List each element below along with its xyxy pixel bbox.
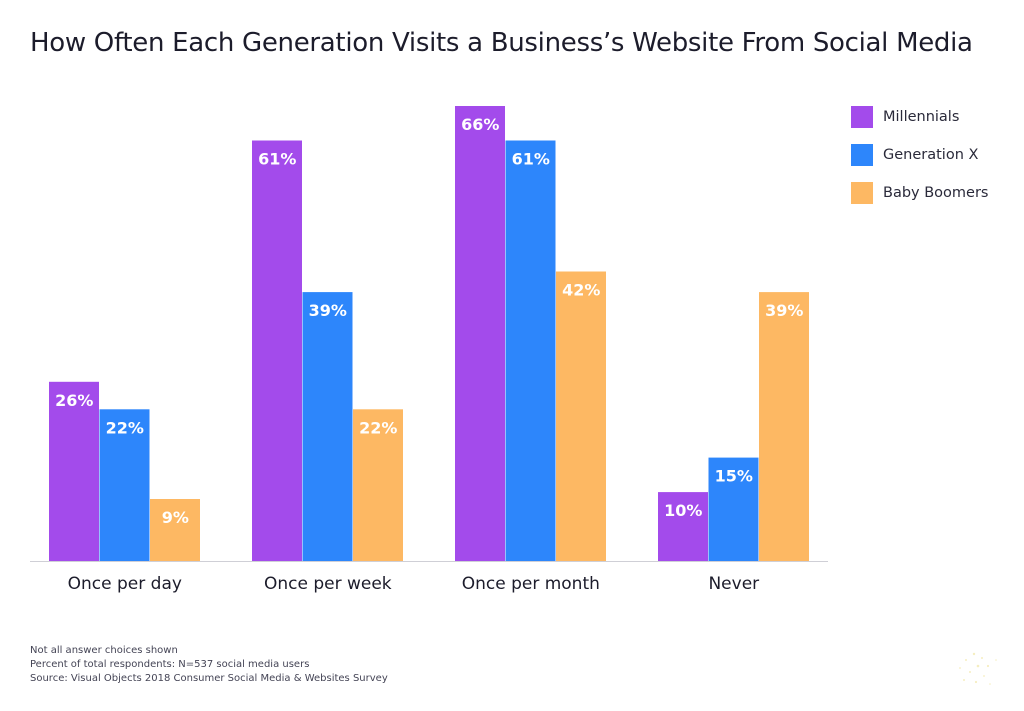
x-tick-label-once-per-week: Once per week <box>264 574 392 594</box>
value-label-generation-x-never: 15% <box>715 467 753 486</box>
value-label-generation-x-once-per-day: 22% <box>106 418 144 437</box>
value-label-baby-boomers-once-per-month: 42% <box>562 281 600 300</box>
footnotes: Not all answer choices shown Percent of … <box>30 644 388 686</box>
footnote-respondents: Percent of total respondents: N=537 soci… <box>30 659 310 670</box>
bars-layer <box>49 106 809 561</box>
bar-generation-x-once-per-month <box>505 140 556 561</box>
legend-label-generation-x: Generation X <box>883 147 979 163</box>
value-label-generation-x-once-per-month: 61% <box>512 150 550 169</box>
bar-millennials-once-per-month <box>455 106 505 561</box>
legend-label-baby-boomers: Baby Boomers <box>883 185 989 201</box>
x-tick-label-once-per-day: Once per day <box>68 574 182 594</box>
legend-swatch-baby-boomers <box>851 182 873 204</box>
footnote-answer-choices: Not all answer choices shown <box>30 645 178 656</box>
value-label-baby-boomers-once-per-week: 22% <box>359 418 397 437</box>
legend-label-millennials: Millennials <box>883 109 960 125</box>
value-label-baby-boomers-once-per-day: 9% <box>162 508 189 527</box>
bar-millennials-never <box>658 492 708 561</box>
x-tick-labels-layer: Once per day Once per week Once per month N… <box>68 574 759 594</box>
value-label-millennials-never: 10% <box>664 501 702 520</box>
x-tick-label-once-per-month: Once per month <box>462 574 600 594</box>
legend-swatch-millennials <box>851 106 873 128</box>
legend-item-millennials: Millennials <box>851 106 988 144</box>
bar-generation-x-once-per-week <box>302 292 353 561</box>
value-label-millennials-once-per-day: 26% <box>55 391 93 410</box>
sparkle-logo-icon <box>959 652 997 685</box>
bar-baby-boomers-never <box>759 292 809 561</box>
value-label-baby-boomers-never: 39% <box>765 301 803 320</box>
chart-title: How Often Each Generation Visits a Busin… <box>30 28 973 58</box>
bar-baby-boomers-once-per-month <box>556 271 606 561</box>
value-label-generation-x-once-per-week: 39% <box>309 301 347 320</box>
value-label-millennials-once-per-week: 61% <box>258 150 296 169</box>
bar-generation-x-once-per-day <box>99 409 150 561</box>
value-labels-layer: 26% 22% 9% 61% 39% 22% 66% 61% 42% 10% 15% 39% <box>55 115 803 527</box>
x-tick-label-never: Never <box>708 574 759 594</box>
legend: Millennials Generation X Baby Boomers <box>851 106 988 220</box>
bar-baby-boomers-once-per-week <box>353 409 403 561</box>
bar-millennials-once-per-week <box>252 140 302 561</box>
legend-item-baby-boomers: Baby Boomers <box>851 182 988 220</box>
legend-item-generation-x: Generation X <box>851 144 988 182</box>
bar-millennials-once-per-day <box>49 381 99 561</box>
value-label-millennials-once-per-month: 66% <box>461 115 499 134</box>
legend-swatch-generation-x <box>851 144 873 166</box>
footnote-source: Source: Visual Objects 2018 Consumer Soc… <box>30 673 388 684</box>
bar-baby-boomers-once-per-day <box>150 499 200 561</box>
bar-generation-x-never <box>708 457 759 561</box>
